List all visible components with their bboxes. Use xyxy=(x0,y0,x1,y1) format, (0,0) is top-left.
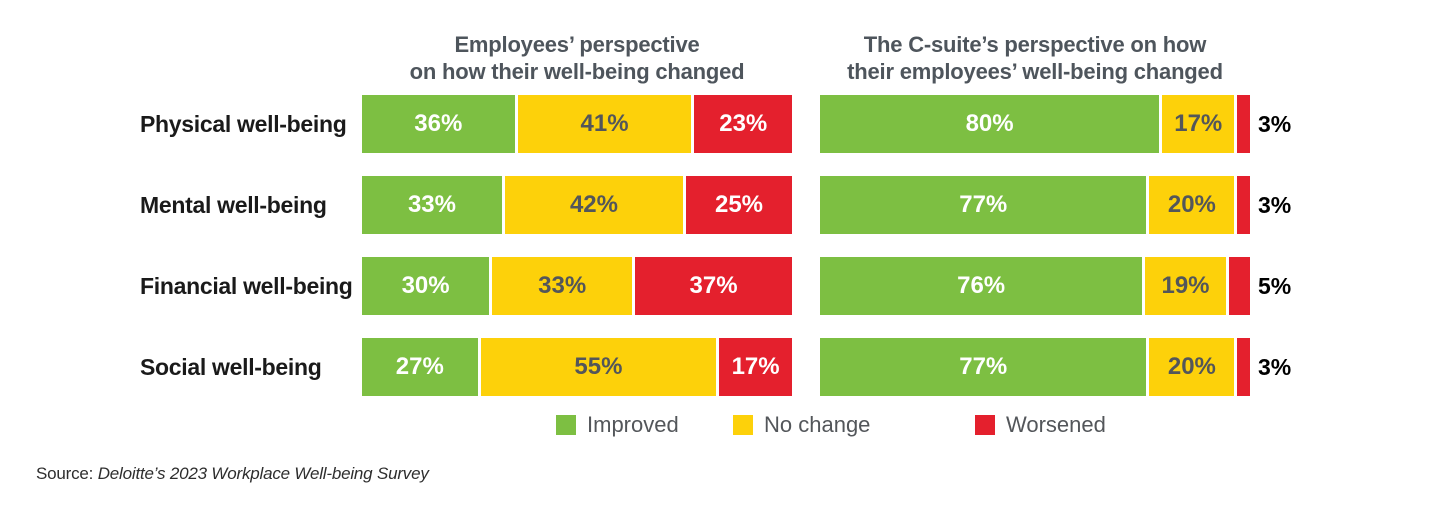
segment-value-label: 37% xyxy=(689,272,738,299)
c-suite-worsened-segment xyxy=(1237,338,1250,396)
segment-value-label: 42% xyxy=(569,191,618,218)
legend-label: No change xyxy=(764,412,871,437)
csuite-bar: 76% 19% xyxy=(820,257,1250,315)
segment-value-label: 77% xyxy=(959,353,1008,380)
employees-worsened-segment: 37% xyxy=(635,257,792,315)
segment-value-label: 27% xyxy=(395,353,444,380)
employees-worsened-segment: 25% xyxy=(686,176,792,234)
segment-value-label: 55% xyxy=(574,353,623,380)
c-suite-improved-segment: 77% xyxy=(820,338,1147,396)
category-label: Physical well-being xyxy=(140,110,347,137)
no_change-swatch-icon xyxy=(733,415,753,435)
employees-worsened-segment: 23% xyxy=(694,95,792,153)
employees-improved-segment: 36% xyxy=(362,95,515,153)
category-label: Financial well-being xyxy=(140,272,353,299)
csuite-bar: 77% 20% xyxy=(820,338,1250,396)
employees-panel-title-line2: on how their well-being changed xyxy=(409,59,745,84)
segment-value-label: 41% xyxy=(580,110,629,137)
source-note: Source: Deloitte’s 2023 Workplace Well-b… xyxy=(36,464,429,484)
segment-value-label: 33% xyxy=(407,191,456,218)
employees-bar: 36% 41% 23% xyxy=(362,95,792,153)
improved-swatch-icon xyxy=(556,415,576,435)
outside-worsened-label: 3% xyxy=(1258,191,1292,218)
employees-no_change-segment: 33% xyxy=(492,257,633,315)
legend-item-worsened: Worsened xyxy=(975,412,1106,438)
c-suite-no_change-segment: 19% xyxy=(1145,257,1226,315)
segment-value-label: 33% xyxy=(538,272,587,299)
segment-value-label: 36% xyxy=(414,110,463,137)
employees-improved-segment: 33% xyxy=(362,176,502,234)
segment-value-label: 76% xyxy=(957,272,1006,299)
segment-value-label: 23% xyxy=(719,110,768,137)
legend-item-improved: Improved xyxy=(556,412,679,438)
c-suite-improved-segment: 77% xyxy=(820,176,1147,234)
c-suite-worsened-segment xyxy=(1237,95,1250,153)
csuite-panel-title-line1: The C-suite’s perspective on how xyxy=(863,32,1207,57)
employees-improved-segment: 27% xyxy=(362,338,478,396)
segment-value-label: 17% xyxy=(731,353,780,380)
legend-item-no_change: No change xyxy=(733,412,870,438)
segment-value-label: 19% xyxy=(1161,272,1210,299)
source-prefix: Source: xyxy=(36,464,94,483)
segment-value-label: 17% xyxy=(1174,110,1223,137)
worsened-swatch-icon xyxy=(975,415,995,435)
outside-worsened-label: 3% xyxy=(1258,110,1292,137)
employees-worsened-segment: 17% xyxy=(719,338,793,396)
chart-row: Physical well-being 36% 41% 23% 80% 17% 3% xyxy=(0,95,1438,153)
chart-row: Mental well-being 33% 42% 25% 77% 20% 3% xyxy=(0,176,1438,234)
csuite-panel-title-line2: their employees’ well-being changed xyxy=(847,59,1223,84)
segment-value-label: 77% xyxy=(959,191,1008,218)
segment-value-label: 20% xyxy=(1167,353,1216,380)
employees-panel-title-line1: Employees’ perspective xyxy=(454,32,700,57)
chart-row: Social well-being 27% 55% 17% 77% 20% 3% xyxy=(0,338,1438,396)
legend: Improved No change Worsened xyxy=(0,412,1438,438)
employees-bar: 27% 55% 17% xyxy=(362,338,793,396)
employees-no_change-segment: 55% xyxy=(480,338,717,396)
csuite-panel-title: The C-suite’s perspective on how their e… xyxy=(820,31,1250,85)
legend-label: Worsened xyxy=(1006,412,1106,437)
c-suite-improved-segment: 80% xyxy=(820,95,1160,153)
segment-value-label: 25% xyxy=(714,191,764,218)
csuite-bar: 77% 20% xyxy=(820,176,1250,234)
employees-bar: 30% 33% 37% xyxy=(362,257,792,315)
employees-no_change-segment: 41% xyxy=(517,95,692,153)
csuite-bar: 80% 17% xyxy=(820,95,1250,153)
outside-worsened-label: 3% xyxy=(1258,353,1292,380)
c-suite-worsened-segment xyxy=(1237,176,1250,234)
chart-row: Financial well-being 30% 33% 37% 76% 19% 5% xyxy=(0,257,1438,315)
segment-value-label: 80% xyxy=(965,110,1014,137)
employees-bar: 33% 42% 25% xyxy=(362,176,792,234)
category-label: Mental well-being xyxy=(140,191,327,218)
segment-value-label: 20% xyxy=(1167,191,1216,218)
c-suite-no_change-segment: 17% xyxy=(1162,95,1235,153)
c-suite-no_change-segment: 20% xyxy=(1149,338,1235,396)
employees-panel-title: Employees’ perspective on how their well… xyxy=(362,31,792,85)
category-label: Social well-being xyxy=(140,353,322,380)
employees-no_change-segment: 42% xyxy=(504,176,683,234)
employees-improved-segment: 30% xyxy=(362,257,490,315)
outside-worsened-label: 5% xyxy=(1258,272,1292,299)
c-suite-no_change-segment: 20% xyxy=(1149,176,1235,234)
c-suite-improved-segment: 76% xyxy=(820,257,1143,315)
c-suite-worsened-segment xyxy=(1228,257,1250,315)
source-text: Deloitte’s 2023 Workplace Well-being Sur… xyxy=(97,464,429,483)
legend-label: Improved xyxy=(587,412,679,437)
segment-value-label: 30% xyxy=(401,272,450,299)
